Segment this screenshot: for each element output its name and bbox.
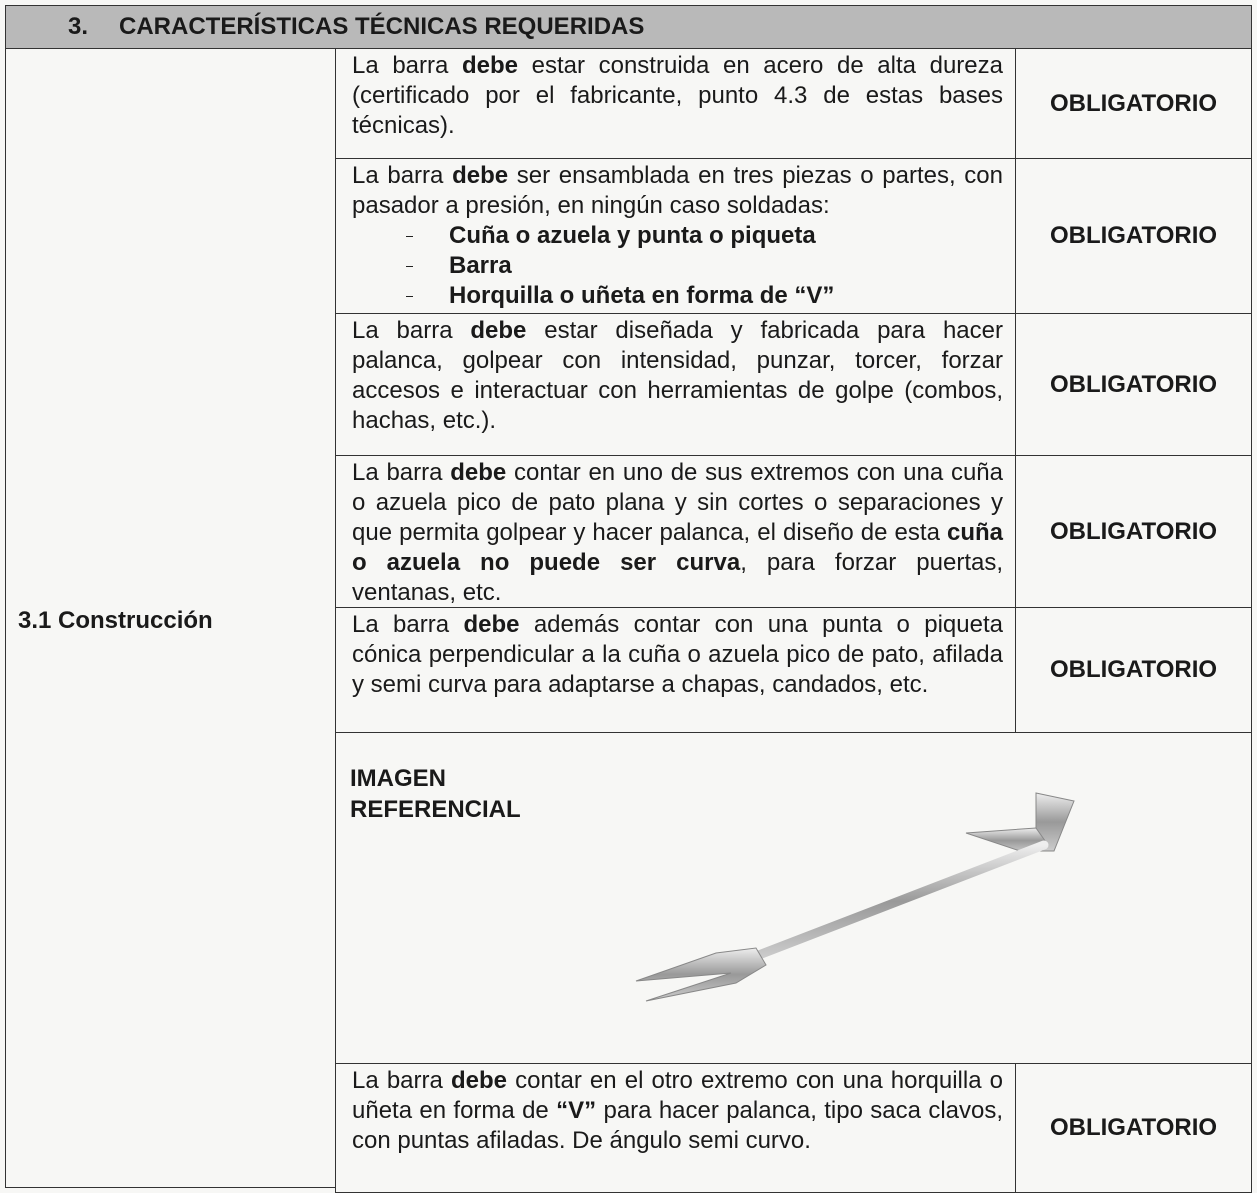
list-item: Cuña o azuela y punta o piqueta [352,221,1003,251]
bullet [406,236,413,237]
status: OBLIGATORIO [1015,313,1252,456]
bullet [406,296,413,297]
bold-text: debe [450,459,507,486]
text: La barra [352,611,464,638]
bold-text: cuña o azuela no puede ser curva [352,519,1003,576]
bold-text: “V” [556,1097,597,1124]
text: La barra [352,52,462,79]
requirement-text: La barra debe ser ensamblada en tres pie… [335,158,1016,314]
text: ser ensamblada en tres piezas o partes, … [352,162,1003,219]
status: OBLIGATORIO [1015,48,1252,159]
list-item: Horquilla o uñeta en forma de “V” [352,281,1003,311]
text: estar diseñada y fabricada para hacer pa… [352,317,1003,434]
bold-text: debe [463,611,520,638]
header-number: 3. [68,13,89,40]
requirement-text: La barra debe estar diseñada y fabricada… [335,313,1016,456]
text: estar construida en acero de alta dureza… [352,52,1003,139]
bold-text: debe [452,162,509,189]
status: OBLIGATORIO [1015,455,1252,608]
item-text: Barra [449,252,512,279]
bold-text: debe [450,1067,507,1094]
item-text: Cuña o azuela y punta o piqueta [449,222,816,249]
image-cell: IMAGEN REFERENCIAL [335,732,1252,1064]
status: OBLIGATORIO [1015,1063,1252,1193]
text: , para forzar puertas, ventanas, etc. [352,549,1003,606]
text: para hacer palanca, tipo saca clavos, co… [352,1097,1004,1154]
text: La barra [352,317,471,344]
bold-text: debe [470,317,527,344]
section-header: 3. CARACTERÍSTICAS TÉCNICAS REQUERIDAS [5,5,1252,49]
text: La barra [352,162,453,189]
status: OBLIGATORIO [1015,158,1252,314]
tool-image [635,792,1075,1002]
requirement-text: La barra debe estar construida en acero … [335,48,1016,159]
text: La barra [352,1067,451,1094]
requirement-text: La barra debe contar en uno de sus extre… [335,455,1016,608]
text: contar en uno de sus extremos con una cu… [352,459,1003,546]
text: La barra [352,459,451,486]
label-cell: 3.1 Construcción [5,48,336,1188]
status: OBLIGATORIO [1015,607,1252,733]
requirement-text: La barra debe contar en el otro extremo … [335,1063,1016,1193]
bold-text: debe [461,52,518,79]
header-title: CARACTERÍSTICAS TÉCNICAS REQUERIDAS [119,13,645,40]
section-label: 3.1 Construcción [18,607,213,634]
text: contar en el otro extremo con una horqui… [352,1067,1004,1124]
item-text: Horquilla o uñeta en forma de “V” [449,282,835,309]
image-label: IMAGEN REFERENCIAL [350,765,521,823]
item-list: Cuña o azuela y punta o piqueta Barra Horq… [352,221,1003,311]
list-item: Barra [352,251,1003,281]
text: además contar con una punta o piqueta có… [352,611,1003,698]
bullet [406,266,413,267]
requirement-text: La barra debe además contar con una punt… [335,607,1016,733]
